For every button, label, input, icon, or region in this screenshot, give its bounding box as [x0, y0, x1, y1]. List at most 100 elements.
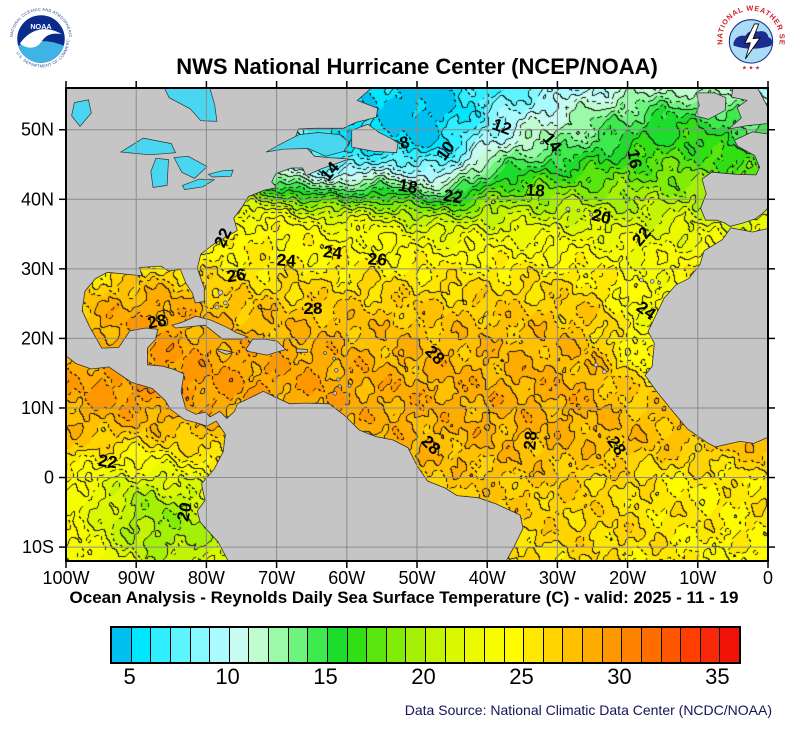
colorbar-cell — [465, 628, 485, 662]
colorbar-cell — [661, 628, 682, 662]
lon-tick-label: 0 — [763, 568, 773, 588]
colorbar-cell — [347, 628, 368, 662]
contour-label: 28 — [417, 432, 444, 459]
colorbar-tick-label: 35 — [705, 664, 730, 689]
contour-label: 24 — [322, 242, 343, 263]
contour-label: 8 — [398, 132, 412, 153]
lake-ontario — [207, 169, 234, 178]
lake-superior — [119, 137, 177, 156]
noaa-logo-label: NOAA — [30, 22, 52, 31]
colorbar-cell — [249, 628, 269, 662]
contour-label: 26 — [367, 249, 387, 269]
lat-tick-label: 10N — [21, 398, 54, 418]
colorbar-cell — [445, 628, 466, 662]
land-americas — [65, 87, 524, 562]
lat-tick-label: 40N — [21, 189, 54, 209]
contour-label: 28 — [421, 342, 448, 369]
colorbar-cell — [681, 628, 701, 662]
lon-tick-label: 20W — [609, 568, 646, 588]
small-island — [602, 369, 607, 375]
land-puerto-rico — [295, 348, 308, 353]
lon-tick-label: 80W — [188, 568, 225, 588]
noaa-gull-icon — [19, 29, 63, 48]
land-cuba — [171, 315, 250, 340]
small-island — [337, 384, 342, 389]
contour-label: 20 — [590, 205, 613, 228]
small-island — [639, 277, 644, 283]
colorbar-cell — [386, 628, 407, 662]
colorbar-cell — [602, 628, 623, 662]
map-caption: Ocean Analysis - Reynolds Daily Sea Surf… — [69, 588, 739, 607]
lat-tick-label: 10S — [22, 537, 54, 557]
contour-label: 20 — [173, 501, 196, 523]
colorbar-cell — [327, 628, 348, 662]
lat-tick-label: 0 — [44, 468, 54, 488]
lon-tick-label: 70W — [258, 568, 295, 588]
contour-label: 24 — [276, 250, 297, 270]
small-island — [332, 356, 336, 361]
colorbar-cell — [367, 628, 387, 662]
small-island — [334, 368, 339, 373]
colorbar-cell — [131, 628, 152, 662]
colorbar-cell — [583, 628, 603, 662]
small-island — [565, 206, 571, 212]
colorbar-tick-label: 30 — [607, 664, 632, 689]
small-island — [657, 280, 661, 285]
colorbar-cell — [543, 628, 564, 662]
colorbar-tick-label: 25 — [509, 664, 534, 689]
nws-stars: ★ ★ ★ — [742, 64, 760, 71]
colorbar-cell — [563, 628, 583, 662]
page-title: NWS National Hurricane Center (NCEP/NOAA… — [176, 54, 658, 79]
lon-tick-label: 90W — [118, 568, 155, 588]
lat-tick-label: 30N — [21, 259, 54, 279]
colorbar-cell — [112, 628, 132, 662]
land-jamaica — [216, 348, 235, 355]
contour-label: 22 — [628, 223, 655, 250]
data-source-credit: Data Source: National Climatic Data Cent… — [404, 702, 772, 718]
colorbar-cell — [288, 628, 309, 662]
small-island — [336, 377, 341, 382]
colorbar-tick-label: 20 — [411, 664, 436, 689]
contour-label: 28 — [304, 299, 323, 318]
lake-huron — [173, 155, 208, 179]
land-france-iberia — [700, 131, 769, 227]
colorbar-cell — [720, 628, 739, 662]
small-island — [217, 289, 224, 296]
nws-lightning-icon — [743, 23, 761, 60]
land-great-britain — [727, 87, 769, 130]
small-island — [593, 362, 599, 368]
nws-logo: NATIONAL WEATHER SERVICE ★ ★ ★ — [716, 5, 786, 74]
contour-label: 10 — [432, 138, 458, 164]
colorbar-cell — [504, 628, 525, 662]
lake-michigan — [150, 157, 169, 188]
contour-label: 16 — [623, 148, 645, 170]
contour-label: 26 — [226, 265, 247, 286]
small-island — [332, 391, 337, 396]
colorbar-tick-label: 5 — [123, 664, 136, 689]
lon-tick-label: 10W — [679, 568, 716, 588]
colorbar-cell — [170, 628, 191, 662]
lon-tick-label: 40W — [469, 568, 506, 588]
colorbar-cell — [426, 628, 446, 662]
colorbar-cell — [210, 628, 230, 662]
contour-label: 12 — [490, 115, 514, 139]
gulf-of-st-lawrence — [265, 132, 350, 157]
colorbar-cell — [190, 628, 211, 662]
lat-tick-label: 50N — [21, 120, 54, 140]
colorbar-tick-label: 15 — [313, 664, 338, 689]
contour-label: 18 — [525, 180, 545, 200]
small-island — [214, 304, 220, 310]
colorbar-cell — [524, 628, 544, 662]
land-ireland — [694, 92, 727, 120]
lon-tick-label: 50W — [398, 568, 435, 588]
land-newfoundland — [351, 123, 399, 154]
contour-label: 14 — [539, 129, 566, 156]
colorbar-tick-label: 10 — [215, 664, 240, 689]
contour-label: 22 — [97, 451, 118, 472]
small-island — [649, 279, 655, 284]
land-hispaniola — [245, 338, 287, 356]
colorbar-cell — [484, 628, 505, 662]
contour-label: 28 — [146, 311, 168, 333]
